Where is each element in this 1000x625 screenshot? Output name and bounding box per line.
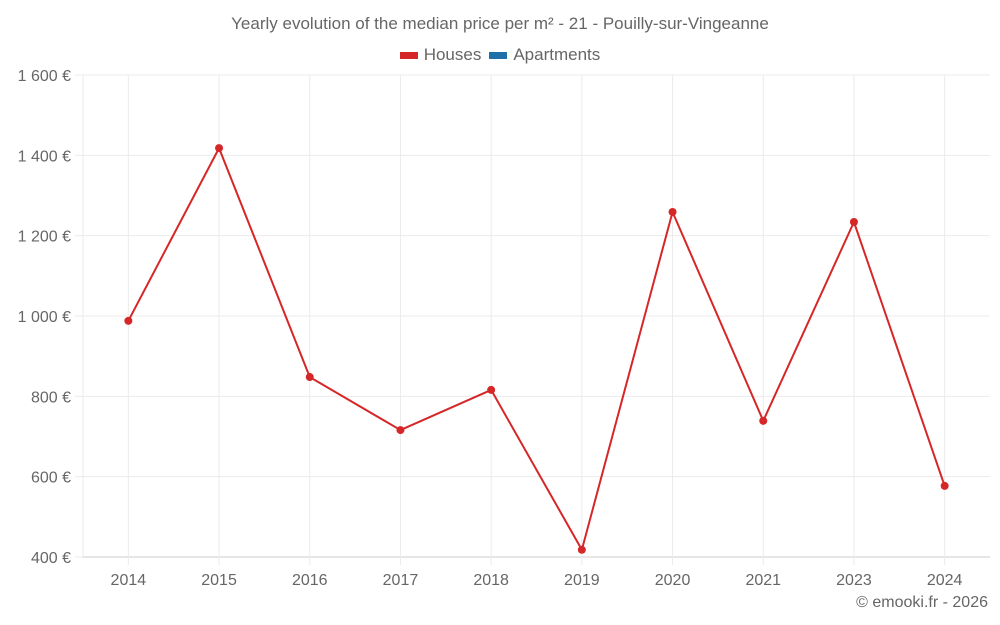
x-axis: 2014 2015 2016 2017 2018 2019 2020 2021 2023 2024 xyxy=(111,572,963,589)
legend-label-houses: Houses xyxy=(423,45,482,64)
y-tick-label: 800 € xyxy=(31,389,71,406)
data-point[interactable] xyxy=(849,218,858,227)
x-tick-label: 2023 xyxy=(836,572,872,589)
legend-item-houses[interactable]: Houses xyxy=(399,45,482,65)
apartments-swatch-icon xyxy=(489,51,508,59)
y-tick-label: 600 € xyxy=(31,470,71,487)
copyright-credit: © emooki.fr - 2026 xyxy=(856,594,988,611)
x-tick-label: 2020 xyxy=(655,572,691,589)
x-tick-label: 2018 xyxy=(473,572,509,589)
data-point[interactable] xyxy=(396,426,405,435)
y-tick-label: 1 000 € xyxy=(18,309,71,326)
legend-item-apartments[interactable]: Apartments xyxy=(489,45,600,65)
data-point[interactable] xyxy=(668,207,677,216)
data-point[interactable] xyxy=(577,545,586,554)
y-tick-label: 400 € xyxy=(31,550,71,567)
y-tick-label: 1 200 € xyxy=(18,229,71,246)
data-point[interactable] xyxy=(305,373,314,382)
data-point[interactable] xyxy=(215,144,224,153)
chart-title: Yearly evolution of the median price per… xyxy=(231,14,769,33)
x-tick-label: 2021 xyxy=(745,572,781,589)
data-point[interactable] xyxy=(487,385,496,394)
x-tick-label: 2019 xyxy=(564,572,600,589)
data-point[interactable] xyxy=(759,416,768,425)
houses-swatch-icon xyxy=(399,51,418,59)
x-tick-label: 2017 xyxy=(383,572,419,589)
y-axis: 400 € 600 € 800 € 1 000 € 1 200 € 1 400 € 1 60… xyxy=(18,68,71,567)
legend-label-apartments: Apartments xyxy=(513,45,601,64)
y-tick-label: 1 400 € xyxy=(18,148,71,165)
y-tick-label: 1 600 € xyxy=(18,68,71,85)
x-tick-label: 2014 xyxy=(111,572,147,589)
series-houses xyxy=(124,144,949,554)
x-tick-label: 2024 xyxy=(927,572,963,589)
data-point[interactable] xyxy=(940,481,949,490)
data-point[interactable] xyxy=(124,316,133,325)
chart-legend: Houses Apartments xyxy=(0,45,1000,65)
x-tick-label: 2015 xyxy=(201,572,237,589)
grid-lines xyxy=(75,74,990,565)
x-tick-label: 2016 xyxy=(292,572,328,589)
